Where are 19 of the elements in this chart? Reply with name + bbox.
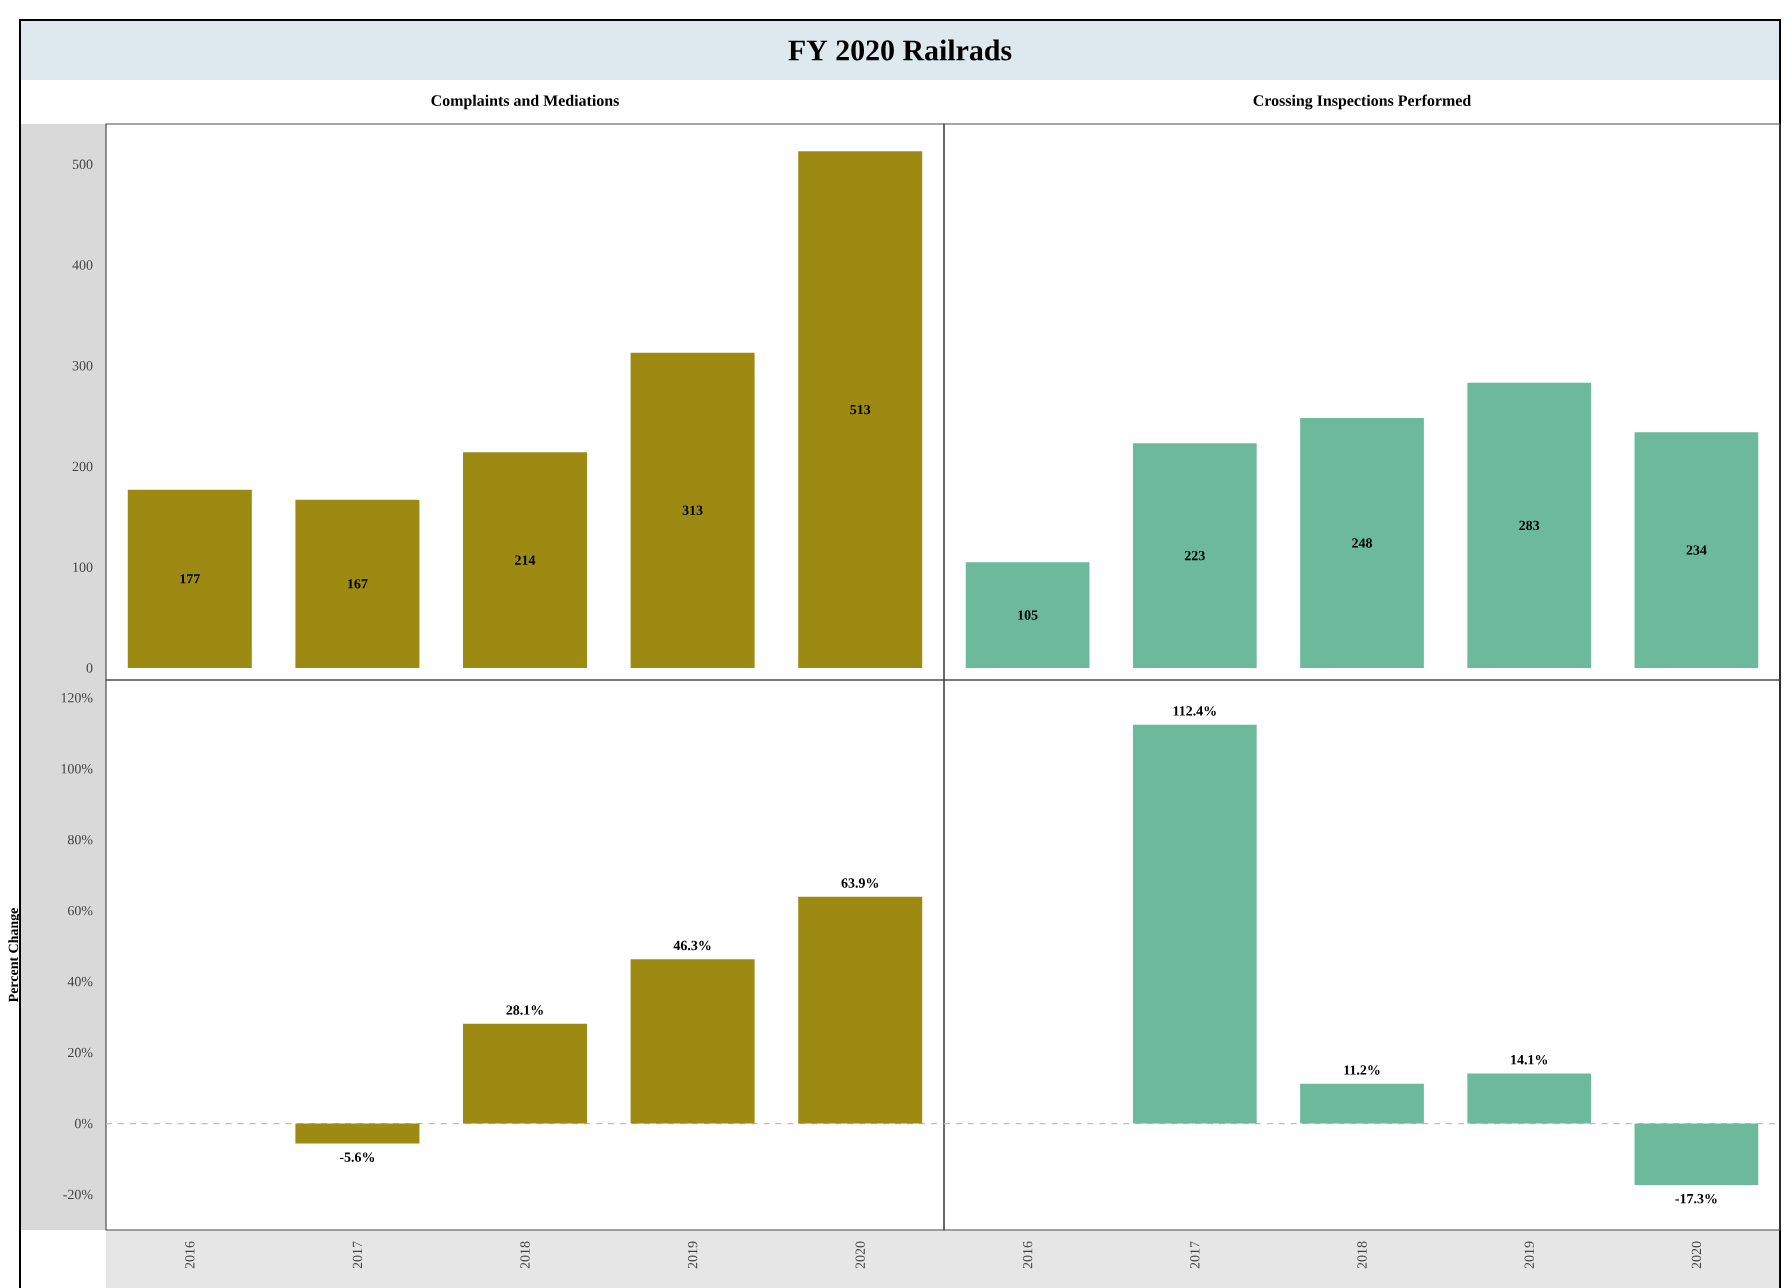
bar — [462, 452, 588, 668]
bar — [127, 489, 252, 668]
bar — [1132, 724, 1257, 1124]
bar — [295, 499, 420, 668]
bar — [1467, 382, 1592, 668]
bar — [630, 959, 755, 1124]
bar — [1132, 443, 1257, 668]
chart-title: FY 2020 Railrads — [788, 39, 1012, 61]
bar — [462, 1023, 588, 1124]
bar — [798, 896, 923, 1124]
bar — [798, 151, 923, 668]
bar — [1634, 1123, 1759, 1185]
bar — [1300, 418, 1424, 668]
bar — [630, 352, 755, 668]
bar — [1467, 1073, 1592, 1124]
bar — [1634, 432, 1759, 668]
bar — [295, 1123, 420, 1144]
bar — [1300, 1083, 1424, 1124]
bar — [965, 562, 1090, 668]
